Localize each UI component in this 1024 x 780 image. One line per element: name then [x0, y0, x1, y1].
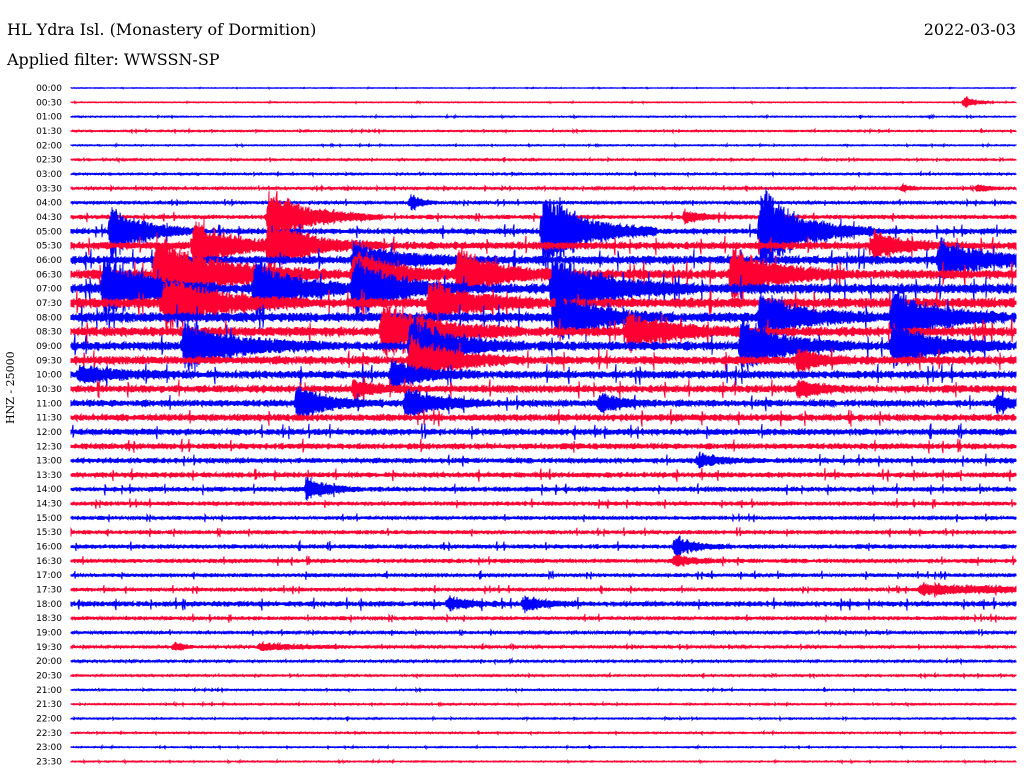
time-tick-label: 09:30 — [36, 356, 62, 366]
time-tick-label: 02:00 — [36, 141, 62, 151]
trace-0330 — [70, 182, 1017, 194]
time-tick-label: 20:30 — [36, 672, 62, 682]
time-tick-label: 06:00 — [36, 256, 62, 266]
trace-0100 — [70, 113, 1017, 120]
trace-0200 — [70, 141, 1017, 149]
station-title: HL Ydra Isl. (Monastery of Dormition) — [7, 20, 317, 39]
time-tick-label: 05:30 — [36, 242, 62, 252]
time-tick-label: 14:00 — [36, 485, 62, 495]
trace-1430 — [70, 498, 1017, 510]
date-label: 2022-03-03 — [923, 20, 1016, 39]
trace-1100 — [70, 386, 1017, 419]
time-tick-label: 22:00 — [36, 715, 62, 725]
time-tick-label: 15:30 — [36, 528, 62, 538]
time-tick-label: 20:00 — [36, 657, 62, 667]
trace-2030 — [70, 671, 1017, 680]
time-tick-label: 11:00 — [36, 399, 62, 409]
trace-2200 — [70, 715, 1017, 723]
time-tick-label: 16:00 — [36, 543, 62, 553]
trace-0830 — [70, 303, 1017, 363]
trace-2330 — [70, 758, 1017, 765]
time-tick-label: 21:30 — [36, 700, 62, 710]
trace-1730 — [70, 581, 1017, 598]
trace-1330 — [70, 467, 1017, 482]
time-tick-label: 09:00 — [36, 342, 62, 352]
trace-1900 — [70, 628, 1017, 638]
time-tick-label: 07:30 — [36, 299, 62, 309]
time-tick-label: 01:30 — [36, 127, 62, 137]
trace-1030 — [70, 376, 1017, 405]
trace-2230 — [70, 729, 1017, 737]
trace-1530 — [70, 526, 1017, 538]
trace-0000 — [70, 86, 1017, 91]
trace-0130 — [70, 127, 1017, 135]
time-tick-label: 05:00 — [36, 227, 62, 237]
trace-1830 — [70, 613, 1017, 624]
time-tick-label: 08:00 — [36, 313, 62, 323]
trace-0030 — [70, 96, 1017, 109]
time-tick-label: 16:30 — [36, 557, 62, 567]
trace-2130 — [70, 700, 1017, 708]
trace-0800 — [70, 283, 1017, 352]
time-tick-label: 03:30 — [36, 184, 62, 194]
trace-2000 — [70, 656, 1017, 666]
time-tick-label: 22:30 — [36, 729, 62, 739]
trace-0500 — [70, 187, 1017, 276]
trace-1230 — [70, 438, 1017, 454]
trace-2100 — [70, 686, 1017, 694]
trace-0400 — [70, 194, 1017, 211]
time-tick-label: 19:00 — [36, 629, 62, 639]
time-tick-label: 01:00 — [36, 113, 62, 123]
time-tick-label: 07:00 — [36, 285, 62, 295]
time-tick-label: 19:30 — [36, 643, 62, 653]
trace-0930 — [70, 334, 1017, 387]
time-tick-label: 13:30 — [36, 471, 62, 481]
trace-2300 — [70, 743, 1017, 751]
trace-1800 — [70, 595, 1017, 614]
trace-0730 — [70, 278, 1017, 334]
time-tick-label: 23:00 — [36, 743, 62, 753]
trace-0600 — [70, 237, 1017, 281]
trace-0530 — [70, 218, 1017, 272]
time-tick-label: 08:30 — [36, 328, 62, 338]
time-tick-label: 13:00 — [36, 457, 62, 467]
trace-0700 — [70, 251, 1017, 326]
time-tick-label: 04:00 — [36, 199, 62, 209]
time-tick-label: 00:00 — [36, 84, 62, 94]
time-tick-label: 06:30 — [36, 270, 62, 280]
time-tick-label: 14:30 — [36, 500, 62, 510]
trace-0300 — [70, 169, 1017, 179]
time-tick-label: 18:30 — [36, 614, 62, 624]
trace-1000 — [70, 359, 1017, 391]
trace-1500 — [70, 512, 1017, 523]
time-tick-label: 17:00 — [36, 571, 62, 581]
time-tick-label: 17:30 — [36, 586, 62, 596]
time-tick-label: 02:30 — [36, 156, 62, 166]
time-tick-label: 03:00 — [36, 170, 62, 180]
time-tick-label: 10:30 — [36, 385, 62, 395]
time-tick-label: 10:00 — [36, 371, 62, 381]
time-tick-label: 12:30 — [36, 442, 62, 452]
trace-1700 — [70, 569, 1017, 581]
trace-0900 — [70, 316, 1017, 375]
time-tick-label: 11:30 — [36, 414, 62, 424]
time-tick-label: 21:00 — [36, 686, 62, 696]
time-tick-label: 23:30 — [36, 758, 62, 768]
trace-1200 — [70, 423, 1017, 441]
trace-0230 — [70, 155, 1017, 164]
time-tick-label: 12:00 — [36, 428, 62, 438]
time-tick-label: 04:30 — [36, 213, 62, 223]
time-tick-label: 18:00 — [36, 600, 62, 610]
trace-0630 — [70, 232, 1017, 313]
filter-label: Applied filter: WWSSN-SP — [7, 50, 220, 69]
trace-1400 — [70, 477, 1017, 502]
trace-1130 — [70, 408, 1017, 427]
trace-1600 — [70, 535, 1017, 557]
time-tick-label: 00:30 — [36, 98, 62, 108]
time-tick-label: 15:00 — [36, 514, 62, 524]
trace-1300 — [70, 451, 1017, 470]
trace-1630 — [70, 554, 1017, 568]
trace-1930 — [70, 640, 1017, 652]
